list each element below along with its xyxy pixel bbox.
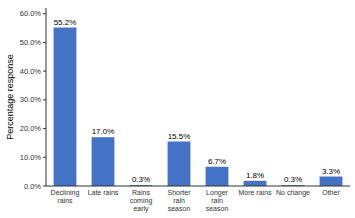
y-tick: [43, 71, 46, 72]
x-tick-label: More rains: [238, 189, 272, 196]
bar: [168, 142, 191, 187]
y-tick: [43, 99, 46, 100]
y-tick: [43, 128, 46, 129]
y-tick-label: 40.0%: [20, 67, 42, 76]
y-tick-label: 60.0%: [20, 9, 42, 18]
y-tick: [43, 186, 46, 187]
data-label: 0.3%: [284, 175, 302, 184]
bar: [206, 167, 229, 186]
y-tick-label: 0.0%: [24, 182, 41, 191]
data-label: 15.5%: [168, 132, 191, 141]
x-tick-label: No change: [276, 189, 310, 197]
data-label: 17.0%: [92, 127, 115, 136]
chart: 55.2% 17.0% 0.3% 15.5% 6.7% 1.8% 0.3% 3.3% 0.0% 1…: [0, 0, 355, 218]
data-label: 55.2%: [54, 18, 77, 27]
x-tick-label: Shorterrainseason: [168, 189, 192, 212]
y-tick-label: 30.0%: [20, 95, 42, 104]
y-tick: [43, 42, 46, 43]
data-label: 6.7%: [208, 157, 226, 166]
bars: [54, 28, 343, 186]
bar: [92, 137, 115, 186]
y-tick-label: 10.0%: [20, 153, 42, 162]
y-tick-label: 50.0%: [20, 38, 42, 47]
y-tick-label: 20.0%: [20, 124, 42, 133]
x-tick-label: Late rains: [88, 189, 119, 196]
bar: [244, 181, 267, 186]
y-axis-line: [46, 8, 47, 186]
data-label: 0.3%: [132, 175, 150, 184]
x-tick-label: Longerrainseason: [206, 189, 229, 212]
bar: [54, 28, 77, 186]
x-tick-label: Rainscomingearly: [130, 189, 153, 213]
data-label: 1.8%: [246, 171, 264, 180]
data-label: 3.3%: [322, 167, 340, 176]
y-axis-label: Percentage response: [5, 54, 15, 140]
x-tick-label: Other: [322, 189, 340, 196]
x-tick-label: Decliningrains: [51, 189, 80, 204]
bar: [320, 177, 343, 186]
y-tick: [43, 157, 46, 158]
y-tick: [43, 13, 46, 14]
x-axis-line: [46, 186, 350, 187]
